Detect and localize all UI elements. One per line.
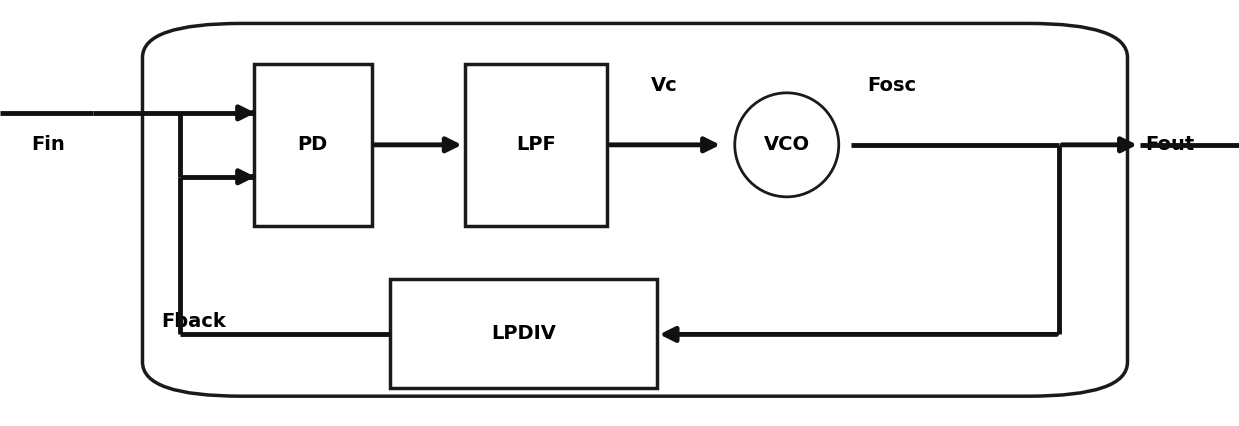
- Text: PD: PD: [297, 135, 328, 154]
- Text: Vc: Vc: [650, 76, 678, 95]
- Text: LPF: LPF: [515, 135, 556, 154]
- Ellipse shape: [735, 93, 839, 197]
- Text: Fout: Fout: [1145, 135, 1194, 154]
- FancyBboxPatch shape: [142, 23, 1127, 396]
- Bar: [254, 64, 372, 226]
- Bar: [465, 64, 607, 226]
- Text: Fback: Fback: [161, 312, 225, 331]
- Bar: [390, 279, 657, 388]
- Text: VCO: VCO: [763, 135, 810, 154]
- Text: Fosc: Fosc: [867, 76, 917, 95]
- Text: LPDIV: LPDIV: [491, 324, 556, 343]
- Text: Fin: Fin: [31, 135, 64, 154]
